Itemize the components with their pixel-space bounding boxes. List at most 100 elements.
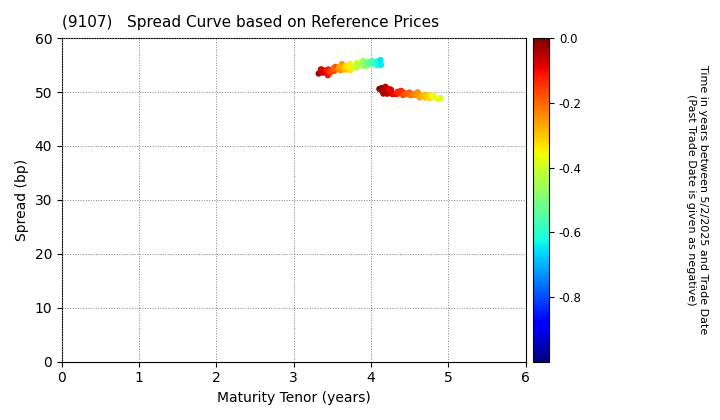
Point: [382, 90, 393, 97]
Point: [351, 63, 363, 70]
Point: [400, 90, 412, 97]
Point: [362, 60, 374, 67]
Point: [348, 64, 360, 71]
Point: [336, 60, 348, 67]
Point: [377, 84, 388, 91]
Point: [397, 92, 409, 98]
Point: [333, 66, 344, 73]
Point: [405, 92, 416, 99]
Point: [404, 89, 415, 96]
Point: [316, 67, 328, 74]
Point: [373, 60, 384, 67]
Point: [372, 62, 383, 68]
Point: [432, 96, 444, 102]
Point: [366, 59, 378, 66]
Point: [393, 89, 405, 96]
Point: [419, 92, 431, 98]
Point: [344, 67, 356, 74]
Point: [329, 64, 341, 71]
Point: [358, 63, 369, 69]
Point: [351, 61, 363, 68]
Point: [315, 69, 326, 76]
Point: [333, 65, 344, 71]
Point: [344, 65, 356, 71]
Point: [333, 66, 345, 72]
Point: [315, 66, 327, 73]
Point: [356, 61, 368, 68]
Point: [408, 91, 419, 98]
Point: [370, 60, 382, 66]
Point: [377, 87, 388, 94]
Point: [321, 67, 333, 74]
Point: [374, 58, 386, 65]
Point: [330, 63, 341, 70]
Point: [383, 87, 395, 94]
Point: [368, 60, 379, 67]
Point: [374, 86, 385, 92]
Point: [328, 65, 339, 72]
Point: [350, 63, 361, 70]
Point: [391, 91, 402, 97]
Point: [416, 92, 428, 99]
Point: [338, 66, 349, 73]
Point: [322, 69, 333, 76]
Point: [428, 93, 439, 100]
Point: [415, 92, 427, 99]
Point: [334, 63, 346, 70]
Point: [364, 58, 375, 65]
Point: [410, 91, 421, 98]
Point: [380, 83, 392, 90]
Point: [420, 94, 431, 101]
Point: [324, 68, 336, 75]
Point: [361, 59, 373, 66]
Point: [408, 90, 420, 97]
Point: [422, 94, 433, 100]
Point: [313, 70, 325, 77]
Point: [435, 94, 446, 101]
Point: [340, 63, 351, 70]
Point: [422, 92, 433, 99]
Point: [384, 86, 395, 92]
Point: [387, 91, 398, 97]
Point: [318, 68, 330, 75]
Point: [392, 89, 403, 95]
Point: [341, 66, 352, 72]
Point: [395, 87, 406, 94]
Point: [322, 72, 333, 79]
Point: [426, 92, 438, 99]
Point: [389, 91, 400, 97]
Point: [397, 90, 409, 97]
Point: [343, 63, 355, 70]
Point: [363, 60, 374, 67]
Point: [377, 90, 389, 97]
Point: [360, 62, 372, 69]
Point: [328, 68, 340, 74]
Point: [315, 67, 327, 74]
Point: [335, 67, 346, 74]
Point: [407, 92, 418, 98]
Point: [413, 92, 424, 99]
X-axis label: Maturity Tenor (years): Maturity Tenor (years): [217, 391, 371, 405]
Point: [341, 63, 352, 69]
Point: [318, 69, 329, 76]
Point: [339, 66, 351, 73]
Point: [324, 69, 336, 76]
Point: [428, 94, 439, 100]
Point: [399, 90, 410, 97]
Point: [432, 95, 444, 102]
Point: [412, 89, 423, 95]
Y-axis label: Spread (bp): Spread (bp): [15, 159, 29, 241]
Point: [375, 57, 387, 63]
Point: [426, 92, 437, 99]
Point: [406, 92, 418, 98]
Point: [351, 62, 362, 68]
Point: [400, 91, 412, 97]
Text: (9107)   Spread Curve based on Reference Prices: (9107) Spread Curve based on Reference P…: [62, 15, 439, 30]
Point: [353, 60, 364, 67]
Point: [385, 86, 397, 93]
Point: [334, 65, 346, 72]
Y-axis label: Time in years between 5/2/2025 and Trade Date
(Past Trade Date is given as negat: Time in years between 5/2/2025 and Trade…: [686, 65, 708, 335]
Point: [323, 66, 334, 73]
Point: [382, 86, 393, 93]
Point: [418, 93, 430, 100]
